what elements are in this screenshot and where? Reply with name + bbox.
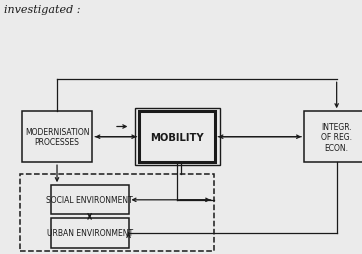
Bar [135,109,220,166]
Bar [22,112,92,163]
Bar [20,174,214,251]
Text: SOCIAL ENVIRONMENT: SOCIAL ENVIRONMENT [46,196,133,204]
Bar [51,218,129,248]
Text: investigated :: investigated : [4,5,80,15]
Bar [51,185,129,215]
Bar [304,112,362,163]
Text: INTEGR.
OF REG.
ECON.: INTEGR. OF REG. ECON. [321,122,352,152]
Text: MOBILITY: MOBILITY [151,132,204,142]
Text: MODERNISATION
PROCESSES: MODERNISATION PROCESSES [25,128,89,147]
Bar [139,112,215,163]
Text: URBAN ENVIRONMENT: URBAN ENVIRONMENT [47,229,132,237]
